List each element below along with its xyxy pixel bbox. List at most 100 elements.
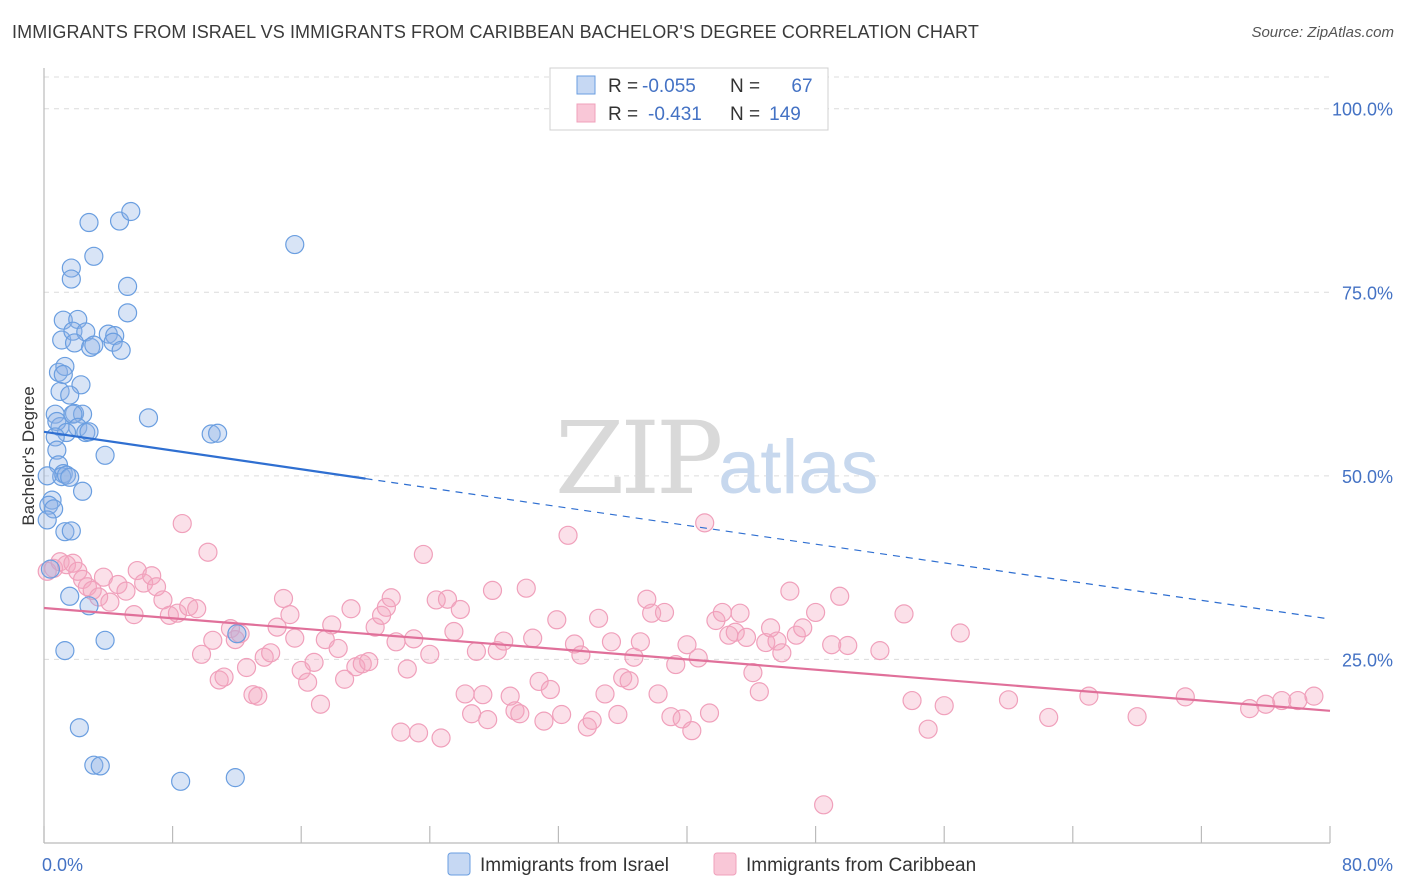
- caribbean-point: [902, 690, 922, 711]
- israel-point: [208, 423, 228, 443]
- caribbean-point: [571, 645, 591, 665]
- caribbean-point: [725, 622, 745, 642]
- caribbean-point: [516, 578, 536, 598]
- caribbean-point: [500, 686, 520, 706]
- legend-n-value-caribbean: 149: [769, 104, 801, 125]
- israel-point: [53, 464, 73, 484]
- israel-point: [72, 481, 93, 501]
- caribbean-point: [285, 628, 305, 648]
- caribbean-point: [648, 684, 668, 704]
- israel-point: [227, 624, 247, 644]
- y-tick-label: 100.0%: [1332, 100, 1393, 120]
- caribbean-point: [564, 634, 585, 654]
- y-tick-label: 25.0%: [1342, 650, 1393, 670]
- legend-r-label-caribbean: R =: [608, 104, 638, 125]
- caribbean-point: [159, 605, 179, 625]
- caribbean-point: [413, 544, 433, 565]
- caribbean-point: [749, 682, 769, 702]
- israel-point: [117, 276, 138, 297]
- caribbean-point: [203, 630, 223, 650]
- israel-point: [37, 466, 57, 486]
- caribbean-point: [805, 602, 826, 623]
- caribbean-point: [870, 641, 890, 661]
- series-legend-swatch-israel: [447, 852, 471, 876]
- caribbean-point: [191, 644, 212, 664]
- israel-point: [37, 510, 57, 530]
- caribbean-point: [381, 588, 401, 608]
- caribbean-point: [298, 672, 318, 692]
- caribbean-point: [1240, 699, 1260, 719]
- caribbean-point: [359, 652, 379, 672]
- caribbean-point: [595, 684, 615, 704]
- israel-point: [103, 332, 123, 352]
- watermark-atlas: atlas: [718, 425, 879, 510]
- stats-legend: R = -0.055 N = 67 R = -0.431 N = 149: [549, 67, 829, 131]
- caribbean-point: [322, 615, 342, 635]
- israel-point: [53, 364, 73, 385]
- caribbean-point: [142, 566, 162, 586]
- israel-point: [56, 465, 77, 485]
- caribbean-point: [630, 632, 650, 652]
- caribbean-point: [455, 684, 475, 704]
- caribbean-point: [588, 608, 609, 628]
- caribbean-point: [695, 513, 715, 533]
- caribbean-point: [365, 617, 385, 637]
- israel-point: [61, 258, 81, 278]
- caribbean-point: [830, 586, 850, 606]
- caribbean-point: [1272, 690, 1292, 711]
- y-tick-label: 50.0%: [1342, 467, 1393, 487]
- caribbean-point: [56, 555, 77, 575]
- chart-title: IMMIGRANTS FROM ISRAEL VS IMMIGRANTS FRO…: [12, 22, 979, 42]
- israel-point: [47, 411, 67, 432]
- caribbean-point: [601, 632, 622, 652]
- watermark: ZIP atlas: [555, 400, 879, 517]
- israel-point: [95, 630, 115, 650]
- israel-point: [61, 521, 81, 541]
- caribbean-point: [730, 603, 750, 623]
- caribbean-point: [304, 652, 324, 672]
- israel-point: [117, 303, 138, 323]
- series-legend-label-caribbean: Immigrants from Caribbean: [746, 855, 976, 876]
- israel-trend-line: [43, 430, 366, 480]
- caribbean-point: [780, 581, 800, 601]
- israel-point: [55, 522, 75, 542]
- caribbean-point: [712, 602, 732, 623]
- israel-point: [121, 201, 141, 222]
- series-legend: Immigrants from Israel Immigrants from C…: [447, 852, 976, 876]
- caribbean-point: [793, 618, 813, 638]
- x-tick-labels: 0.0% 80.0%: [42, 855, 1393, 875]
- stats-legend-box: [549, 67, 829, 131]
- caribbean-point: [510, 704, 530, 724]
- israel-point: [50, 381, 70, 402]
- israel-point: [79, 422, 99, 442]
- legend-r-label-israel: R =: [608, 76, 638, 97]
- caribbean-point: [397, 659, 417, 679]
- y-tick-labels: 25.0% 50.0% 75.0% 100.0%: [1332, 100, 1393, 671]
- caribbean-point: [444, 621, 464, 642]
- israel-point: [111, 340, 131, 360]
- caribbean-point: [918, 719, 938, 739]
- israel-point: [60, 385, 80, 405]
- axes: [43, 68, 1331, 844]
- caribbean-point: [376, 597, 396, 617]
- caribbean-point: [1039, 707, 1059, 728]
- israel-point: [138, 408, 159, 428]
- caribbean-point: [494, 631, 514, 651]
- caribbean-point: [677, 635, 697, 655]
- israel-trend-projection: [365, 478, 1331, 620]
- legend-n-value-israel: 67: [791, 76, 812, 97]
- legend-swatch-israel: [576, 75, 596, 95]
- israel-point: [60, 467, 80, 487]
- caribbean-point: [822, 635, 842, 655]
- caribbean-point: [699, 703, 720, 723]
- israel-point: [55, 641, 75, 661]
- caribbean-point: [134, 573, 154, 593]
- caribbean-point: [1127, 707, 1147, 727]
- caribbean-point: [786, 625, 806, 645]
- caribbean-point: [248, 686, 268, 706]
- israel-point: [84, 246, 104, 266]
- caribbean-point: [328, 638, 348, 659]
- israel-point: [81, 337, 101, 357]
- israel-point: [84, 755, 104, 775]
- caribbean-point: [547, 610, 567, 630]
